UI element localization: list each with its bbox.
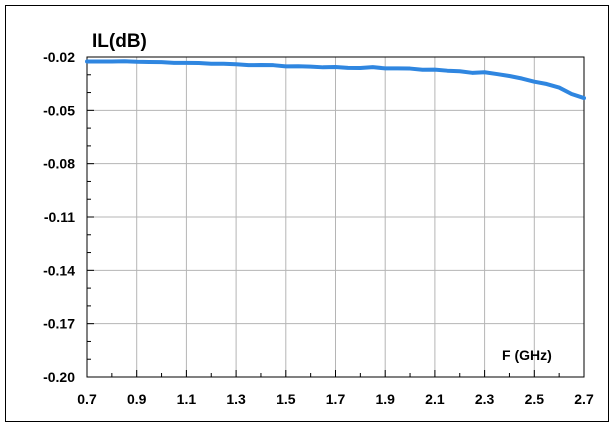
x-tick-label: 0.7 xyxy=(77,391,97,407)
series-line xyxy=(85,59,586,101)
y-tick-label: -0.17 xyxy=(43,316,75,332)
x-tick-label: 2.7 xyxy=(574,391,594,407)
y-tick-label: -0.05 xyxy=(43,102,75,118)
x-tick-label: 1.9 xyxy=(375,391,395,407)
grid-layer xyxy=(87,57,584,377)
y-tick-label: -0.02 xyxy=(43,49,75,65)
x-tick-label: 1.3 xyxy=(226,391,246,407)
y-tick-label: -0.11 xyxy=(44,209,75,225)
y-tick-label: -0.14 xyxy=(43,262,75,278)
x-tick-label: 1.5 xyxy=(276,391,296,407)
x-tick-label: 2.1 xyxy=(425,391,445,407)
tick-labels-layer: 0.7 0.9 1.1 1.3 1.5 1.7 1.9 2.1 2.3 2.5 2.7 -0.02 -0… xyxy=(43,49,594,407)
x-axis-label: F (GHz) xyxy=(502,347,552,363)
y-axis-label: IL(dB) xyxy=(92,31,147,52)
x-tick-label: 2.5 xyxy=(525,391,545,407)
x-tick-label: 1.1 xyxy=(177,391,197,407)
y-tick-label: -0.08 xyxy=(43,156,75,172)
y-tick-label: -0.20 xyxy=(43,369,75,385)
x-tick-label: 0.9 xyxy=(127,391,147,407)
ticks-layer xyxy=(86,56,585,378)
x-tick-label: 2.3 xyxy=(475,391,495,407)
x-tick-label: 1.7 xyxy=(326,391,346,407)
